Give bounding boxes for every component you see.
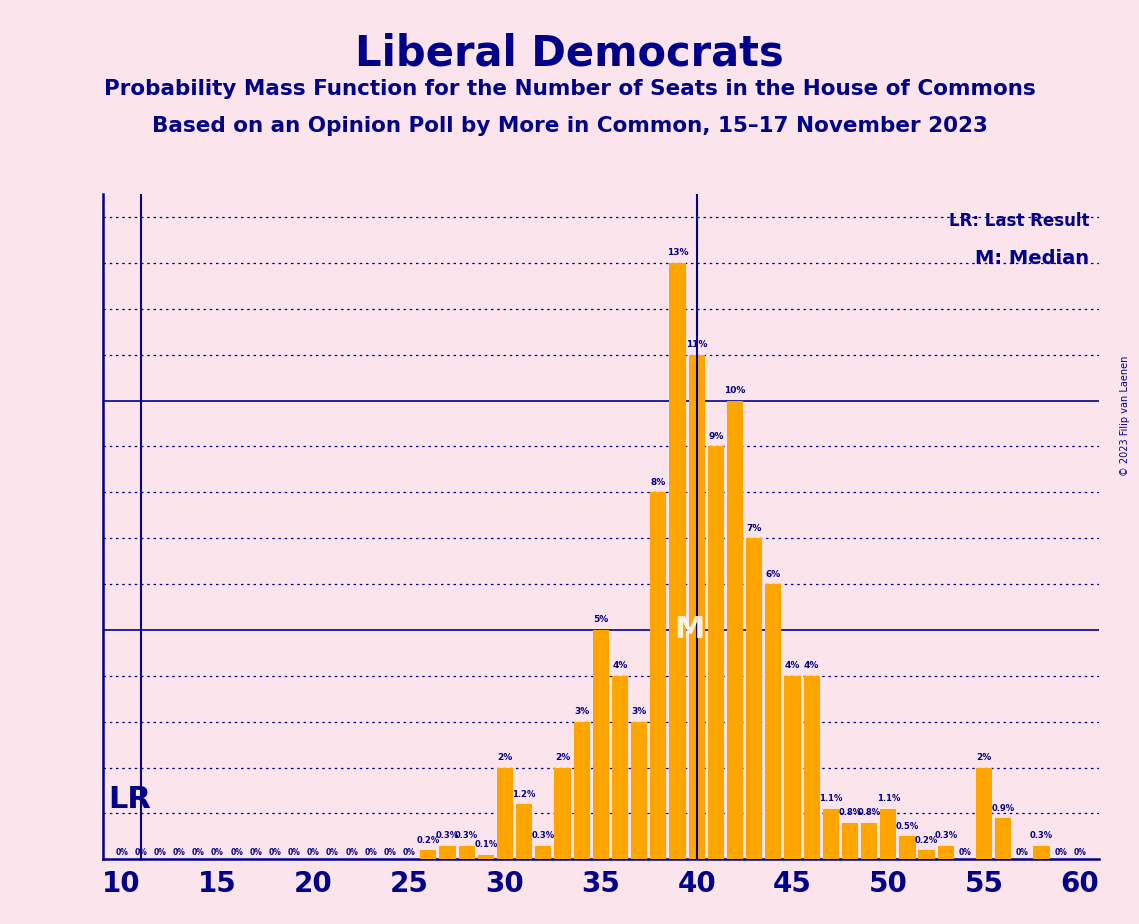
Bar — [670, 262, 686, 859]
Text: 0.5%: 0.5% — [896, 821, 919, 831]
Text: 0.1%: 0.1% — [474, 840, 498, 849]
Text: 0%: 0% — [345, 848, 358, 857]
Bar — [765, 584, 781, 859]
Bar — [918, 850, 935, 859]
Bar — [803, 675, 820, 859]
Text: 5%: 5% — [593, 615, 608, 625]
Text: 0%: 0% — [173, 848, 186, 857]
Text: 13%: 13% — [666, 249, 688, 258]
Text: M: M — [674, 615, 704, 644]
Text: 2%: 2% — [976, 753, 992, 762]
Text: 0%: 0% — [154, 848, 166, 857]
Bar — [516, 804, 532, 859]
Text: Based on an Opinion Poll by More in Common, 15–17 November 2023: Based on an Opinion Poll by More in Comm… — [151, 116, 988, 136]
Text: 2%: 2% — [555, 753, 571, 762]
Text: 4%: 4% — [785, 662, 801, 670]
Bar — [995, 818, 1011, 859]
Text: 8%: 8% — [650, 478, 666, 487]
Text: 0%: 0% — [191, 848, 205, 857]
Text: 0%: 0% — [403, 848, 416, 857]
Bar — [459, 845, 475, 859]
Text: 3%: 3% — [574, 707, 589, 716]
Text: 0%: 0% — [269, 848, 281, 857]
Text: 1.2%: 1.2% — [513, 790, 535, 798]
Text: 0%: 0% — [1016, 848, 1029, 857]
Bar — [555, 768, 571, 859]
Text: 0.3%: 0.3% — [1030, 831, 1054, 840]
Text: 11%: 11% — [686, 340, 707, 349]
Bar — [574, 722, 590, 859]
Bar — [420, 850, 436, 859]
Bar — [707, 446, 724, 859]
Text: 4%: 4% — [613, 662, 628, 670]
Text: © 2023 Filip van Laenen: © 2023 Filip van Laenen — [1121, 356, 1130, 476]
Bar — [1033, 845, 1050, 859]
Text: 0.2%: 0.2% — [417, 835, 440, 845]
Text: 9%: 9% — [708, 432, 723, 441]
Text: 1.1%: 1.1% — [819, 795, 843, 803]
Bar — [976, 768, 992, 859]
Text: 0%: 0% — [306, 848, 320, 857]
Text: 0%: 0% — [1055, 848, 1067, 857]
Text: 0%: 0% — [364, 848, 377, 857]
Text: 0.9%: 0.9% — [992, 804, 1015, 812]
Bar — [822, 808, 839, 859]
Bar — [842, 822, 858, 859]
Bar — [612, 675, 628, 859]
Text: 7%: 7% — [746, 524, 762, 532]
Bar — [592, 630, 609, 859]
Text: 6%: 6% — [765, 569, 781, 578]
Bar — [688, 355, 705, 859]
Bar — [440, 845, 456, 859]
Bar — [861, 822, 877, 859]
Text: LR: Last Result: LR: Last Result — [949, 213, 1090, 230]
Text: 0%: 0% — [115, 848, 128, 857]
Bar — [497, 768, 514, 859]
Text: 1.1%: 1.1% — [877, 795, 900, 803]
Text: 0.2%: 0.2% — [915, 835, 939, 845]
Text: 2%: 2% — [498, 753, 513, 762]
Text: 0%: 0% — [211, 848, 224, 857]
Text: 0.8%: 0.8% — [838, 808, 861, 817]
Text: 4%: 4% — [804, 662, 819, 670]
Text: Liberal Democrats: Liberal Democrats — [355, 32, 784, 74]
Text: 0%: 0% — [230, 848, 243, 857]
Bar — [650, 492, 666, 859]
Text: LR: LR — [108, 785, 151, 814]
Text: 0.3%: 0.3% — [934, 831, 958, 840]
Text: 0.8%: 0.8% — [858, 808, 880, 817]
Bar — [937, 845, 954, 859]
Text: 0%: 0% — [1074, 848, 1087, 857]
Text: 10%: 10% — [724, 386, 746, 395]
Bar — [746, 538, 762, 859]
Text: 0.3%: 0.3% — [436, 831, 459, 840]
Text: Probability Mass Function for the Number of Seats in the House of Commons: Probability Mass Function for the Number… — [104, 79, 1035, 99]
Bar — [535, 845, 551, 859]
Text: 0%: 0% — [959, 848, 972, 857]
Text: 0.3%: 0.3% — [456, 831, 478, 840]
Text: 0.3%: 0.3% — [532, 831, 555, 840]
Bar — [727, 400, 743, 859]
Text: 0%: 0% — [384, 848, 396, 857]
Text: 0%: 0% — [326, 848, 339, 857]
Bar — [785, 675, 801, 859]
Text: 0%: 0% — [134, 848, 147, 857]
Text: M: Median: M: Median — [975, 249, 1090, 268]
Text: 3%: 3% — [631, 707, 647, 716]
Bar — [477, 855, 494, 859]
Text: 0%: 0% — [249, 848, 262, 857]
Bar — [880, 808, 896, 859]
Text: 0%: 0% — [288, 848, 301, 857]
Bar — [631, 722, 647, 859]
Bar — [900, 836, 916, 859]
